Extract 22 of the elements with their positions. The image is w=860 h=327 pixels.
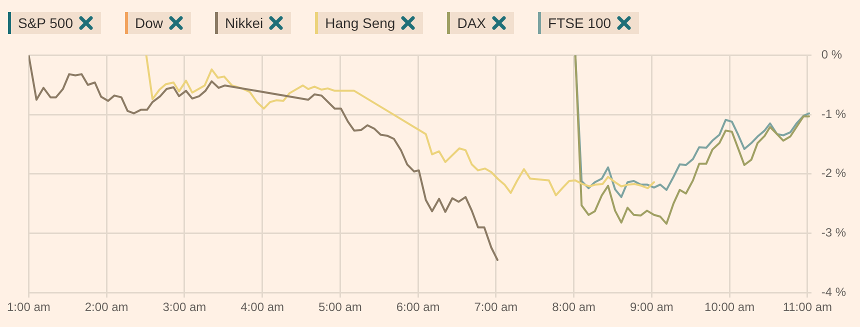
x-tick-label: 3:00 am (162, 300, 206, 314)
y-tick-label: -2 % (821, 166, 846, 180)
y-tick-label: 0 % (821, 48, 842, 62)
x-tick-label: 11:00 am (782, 300, 832, 314)
x-tick-label: 2:00 am (84, 300, 128, 314)
x-tick-label: 9:00 am (630, 300, 674, 314)
y-tick-label: -4 % (821, 284, 846, 299)
legend-label: S&P 500 (18, 15, 74, 31)
legend-label: FTSE 100 (548, 15, 612, 31)
y-tick-label: -3 % (821, 226, 846, 240)
legend-label: Hang Seng (325, 15, 396, 31)
legend-label: DAX (457, 15, 486, 31)
legend-label: Dow (135, 15, 164, 31)
x-tick-label: 4:00 am (240, 300, 284, 314)
y-tick-label: -1 % (821, 106, 846, 121)
x-tick-label: 1:00 am (7, 300, 50, 314)
x-tick-label: 6:00 am (396, 300, 440, 314)
x-tick-label: 8:00 am (552, 300, 596, 314)
x-tick-label: 7:00 am (474, 300, 518, 314)
x-tick-label: 5:00 am (318, 300, 362, 314)
legend-label: Nikkei (225, 15, 264, 31)
x-tick-label: 10:00 am (704, 300, 755, 314)
